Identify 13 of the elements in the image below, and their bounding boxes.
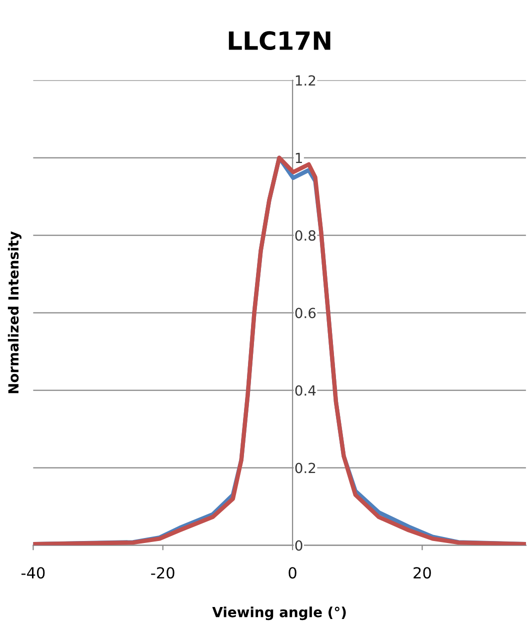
y-tick-label: 0: [295, 540, 302, 551]
y-tick-label: 0.6: [295, 308, 316, 318]
y-tick-label: 0.8: [295, 230, 316, 241]
x-tick-label: -20: [151, 567, 174, 579]
y-tick-label: 0.4: [295, 385, 316, 396]
x-tick-label: 20: [414, 567, 431, 579]
x-tick-label: -40: [21, 567, 45, 579]
y-tick-label: 0.2: [295, 462, 316, 474]
y-tick-label: 1: [296, 152, 302, 164]
chart-title: LLC17N: [228, 31, 330, 50]
x-axis-title: Viewing angle (°): [212, 606, 346, 620]
y-axis-title: Normalized Intensity: [8, 231, 22, 394]
y-tick-label: 1.2: [296, 75, 316, 86]
